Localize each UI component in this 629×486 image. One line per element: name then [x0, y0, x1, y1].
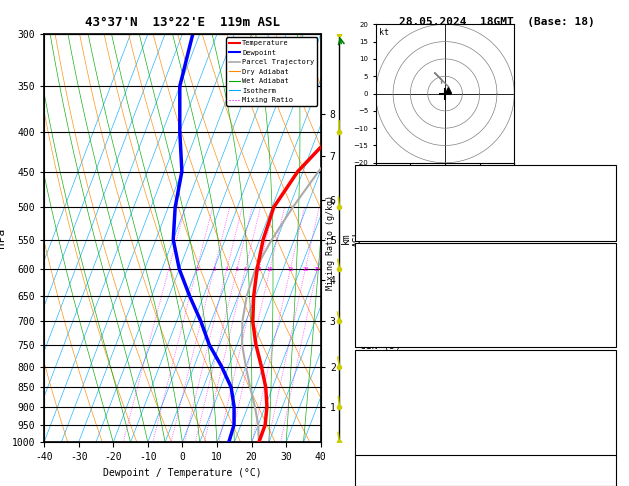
Legend: Temperature, Dewpoint, Parcel Trajectory, Dry Adiabat, Wet Adiabat, Isotherm, Mi: Temperature, Dewpoint, Parcel Trajectory… — [226, 37, 317, 106]
Text: 25: 25 — [314, 266, 320, 272]
Text: 2: 2 — [606, 340, 611, 350]
Text: Totals Totals: Totals Totals — [360, 190, 437, 200]
Text: 1: 1 — [167, 266, 170, 272]
Y-axis label: hPa: hPa — [0, 228, 6, 248]
Y-axis label: km
ASL: km ASL — [342, 229, 363, 247]
Text: Mixing Ratio (g/kg): Mixing Ratio (g/kg) — [326, 195, 335, 291]
Text: CAPE (J): CAPE (J) — [360, 415, 408, 425]
Text: 12: 12 — [599, 467, 611, 476]
Text: 28.05.2024  18GMT  (Base: 18): 28.05.2024 18GMT (Base: 18) — [399, 17, 595, 27]
Text: 2: 2 — [606, 431, 611, 441]
Text: 1002: 1002 — [588, 367, 611, 377]
Text: CIN (J): CIN (J) — [360, 431, 401, 441]
Title: 43°37'N  13°22'E  119m ASL: 43°37'N 13°22'E 119m ASL — [85, 16, 280, 29]
Text: 15: 15 — [287, 266, 294, 272]
Text: 28: 28 — [599, 174, 611, 184]
Text: Most Unstable: Most Unstable — [448, 354, 524, 364]
Text: © weatheronline.co.uk: © weatheronline.co.uk — [435, 470, 559, 480]
Text: 10: 10 — [267, 266, 273, 272]
Text: Pressure (mb): Pressure (mb) — [360, 367, 437, 377]
Text: K: K — [360, 174, 366, 184]
X-axis label: Dewpoint / Temperature (°C): Dewpoint / Temperature (°C) — [103, 468, 262, 478]
Text: CAPE (J): CAPE (J) — [360, 324, 408, 334]
Text: 3: 3 — [213, 266, 216, 272]
Text: 20: 20 — [302, 266, 309, 272]
Text: 8: 8 — [257, 266, 261, 272]
Text: Lifted Index: Lifted Index — [360, 308, 431, 318]
Text: Hodograph: Hodograph — [459, 458, 513, 468]
Text: 2: 2 — [195, 266, 198, 272]
Text: SREH: SREH — [360, 483, 384, 486]
Text: 1: 1 — [606, 308, 611, 318]
Text: LCL: LCL — [354, 400, 369, 409]
Text: 323: 323 — [594, 383, 611, 393]
Text: Temp (°C): Temp (°C) — [360, 260, 413, 270]
Text: Dewp (°C): Dewp (°C) — [360, 276, 413, 286]
Text: kt: kt — [379, 28, 389, 36]
Text: 13.4: 13.4 — [588, 276, 611, 286]
Text: θₑ (K): θₑ (K) — [360, 383, 396, 393]
Text: CIN (J): CIN (J) — [360, 340, 401, 350]
Text: 146: 146 — [594, 324, 611, 334]
Text: 2.72: 2.72 — [588, 206, 611, 216]
Text: Surface: Surface — [465, 247, 506, 257]
Text: θₑ(K): θₑ(K) — [360, 292, 390, 302]
Text: PW (cm): PW (cm) — [360, 206, 401, 216]
Text: 22.1: 22.1 — [588, 260, 611, 270]
Text: 146: 146 — [594, 415, 611, 425]
Text: 4: 4 — [606, 483, 611, 486]
Text: 1: 1 — [606, 399, 611, 409]
Text: 323: 323 — [594, 292, 611, 302]
Text: 6: 6 — [244, 266, 247, 272]
Text: Lifted Index: Lifted Index — [360, 399, 431, 409]
Text: 4: 4 — [225, 266, 228, 272]
Text: 45: 45 — [599, 190, 611, 200]
Text: 5: 5 — [235, 266, 238, 272]
Text: EH: EH — [360, 467, 372, 476]
